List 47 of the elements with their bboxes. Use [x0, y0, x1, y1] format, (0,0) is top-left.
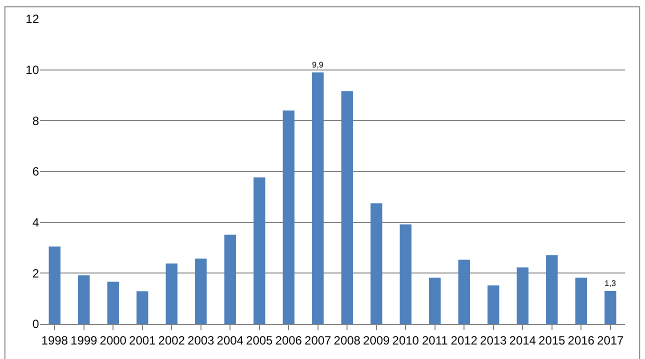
- x-tick-label: 2009: [363, 333, 390, 348]
- y-tick-label: 6: [32, 164, 40, 179]
- bar: [254, 177, 266, 324]
- x-tick-label: 2015: [538, 333, 566, 348]
- bar: [312, 72, 324, 324]
- x-tick-label: 2005: [246, 333, 274, 348]
- bar: [546, 255, 558, 324]
- bar: [488, 285, 500, 324]
- x-tick-label: 2004: [216, 333, 244, 348]
- x-tick-label: 2012: [450, 333, 478, 348]
- bar: [107, 282, 119, 324]
- x-tick-label: 2002: [158, 333, 186, 348]
- x-tick-label: 2006: [275, 333, 302, 348]
- y-tick-label: 8: [32, 114, 40, 128]
- x-tick-label: 1999: [70, 333, 98, 348]
- bar: [370, 203, 382, 324]
- x-tick-label: 2010: [392, 333, 420, 348]
- x-tick-label: 2014: [509, 333, 536, 348]
- bar: [516, 267, 528, 324]
- y-tick-label: 2: [32, 266, 40, 280]
- x-tick-label: 2000: [100, 333, 127, 348]
- y-tick-label: 10: [26, 63, 40, 78]
- bar: [282, 110, 294, 324]
- y-tick-label: 4: [32, 216, 40, 230]
- x-tick-label: 2016: [568, 333, 595, 348]
- bar: [341, 91, 353, 324]
- x-tick-label: 2003: [188, 333, 215, 348]
- x-tick-label: 2011: [422, 333, 448, 348]
- bar: [78, 275, 90, 324]
- bar: [575, 278, 587, 324]
- bar: [224, 234, 236, 324]
- bar: [136, 291, 148, 324]
- x-tick-label: 2008: [334, 333, 361, 348]
- bar: [400, 224, 412, 324]
- x-tick-label: 2007: [304, 333, 332, 348]
- bar: [429, 278, 441, 324]
- y-tick-label: 0: [32, 317, 40, 332]
- x-tick-label: 1998: [41, 333, 68, 348]
- bar: [48, 246, 60, 324]
- bar: [458, 260, 470, 324]
- x-tick-label: 2013: [480, 333, 508, 348]
- y-tick-label: 12: [26, 12, 40, 26]
- x-tick-label: 2001: [129, 333, 156, 348]
- bar: [166, 264, 178, 324]
- x-tick-label: 2017: [597, 333, 624, 348]
- bar: [195, 258, 207, 324]
- bar: [604, 290, 616, 324]
